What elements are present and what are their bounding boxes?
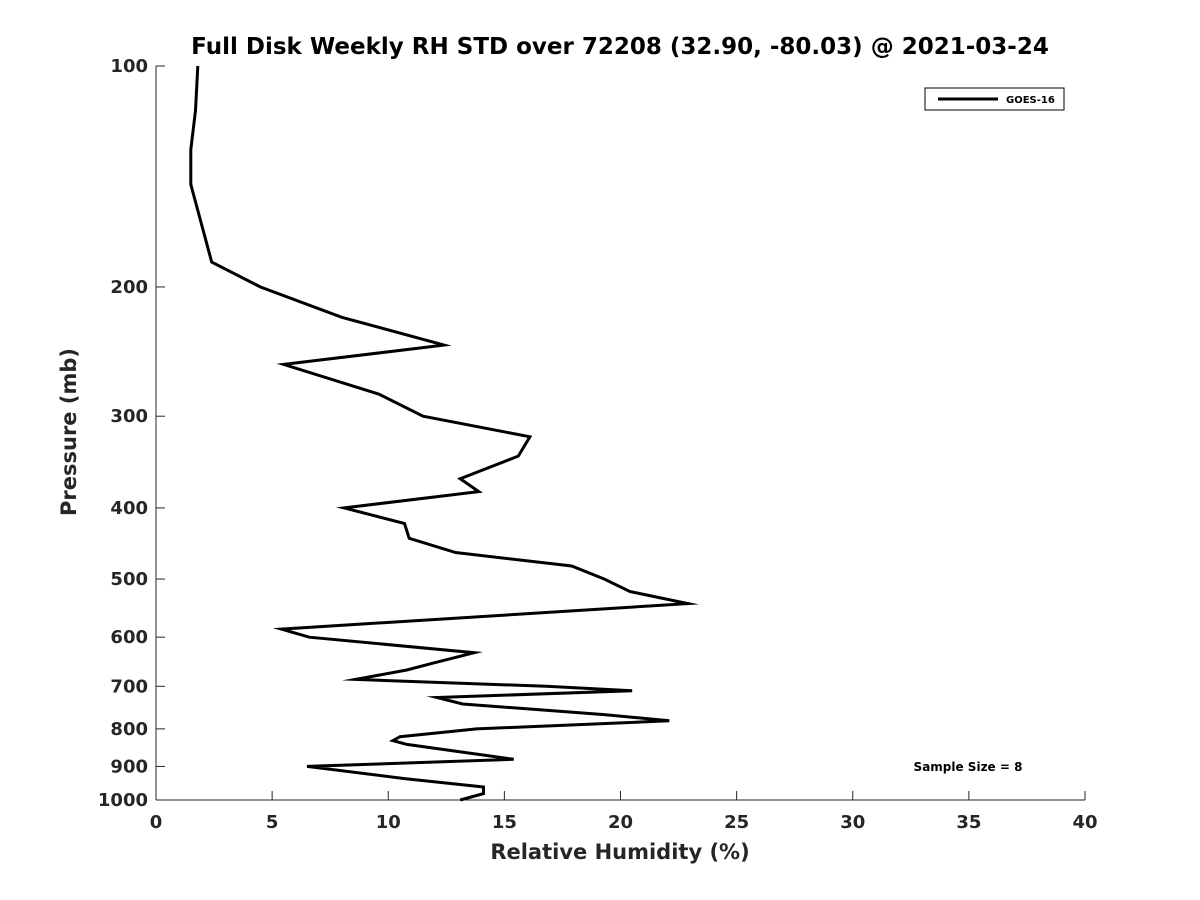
x-tick-label: 10 bbox=[376, 812, 401, 833]
x-tick-label: 25 bbox=[724, 812, 749, 833]
y-tick-label: 800 bbox=[110, 719, 148, 740]
chart-title: Full Disk Weekly RH STD over 72208 (32.9… bbox=[191, 34, 1049, 60]
y-tick-label: 1000 bbox=[98, 790, 148, 811]
legend-entry-goes16: GOES-16 bbox=[1006, 95, 1055, 106]
x-tick-label: 40 bbox=[1072, 812, 1097, 833]
y-tick-label: 900 bbox=[110, 756, 148, 777]
x-tick-label: 20 bbox=[608, 812, 633, 833]
y-tick-label: 600 bbox=[110, 627, 148, 648]
x-tick-label: 0 bbox=[150, 812, 163, 833]
y-tick-label: 400 bbox=[110, 498, 148, 519]
y-tick-label: 300 bbox=[110, 406, 148, 427]
y-axis-label: Pressure (mb) bbox=[57, 348, 81, 516]
x-tick-label: 15 bbox=[492, 812, 517, 833]
sample-size-annotation: Sample Size = 8 bbox=[914, 760, 1023, 774]
series-line-goes16 bbox=[189, 65, 700, 802]
series-layer bbox=[189, 65, 700, 802]
x-tick-label: 5 bbox=[266, 812, 279, 833]
x-axis-label: Relative Humidity (%) bbox=[490, 840, 749, 864]
y-tick-label: 100 bbox=[110, 56, 148, 77]
x-tick-label: 30 bbox=[840, 812, 865, 833]
y-tick-label: 200 bbox=[110, 277, 148, 298]
legend: GOES-16 bbox=[924, 87, 1065, 111]
x-tick-label: 35 bbox=[956, 812, 981, 833]
axes: 0 5 10 15 20 25 30 35 40 100 200 300 400 500 600 700 800… bbox=[98, 56, 1098, 833]
y-tick-label: 500 bbox=[110, 569, 148, 590]
y-tick-label: 700 bbox=[110, 676, 148, 697]
